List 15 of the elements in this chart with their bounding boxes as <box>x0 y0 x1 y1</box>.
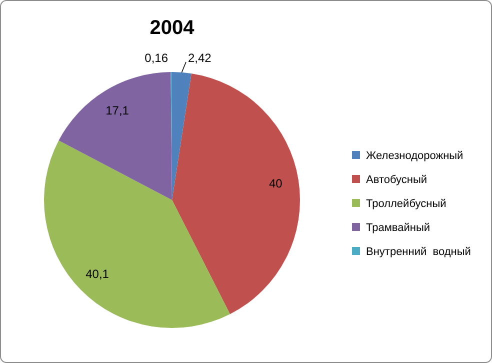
legend-label: Железнодорожный <box>366 150 464 162</box>
pie-slice <box>172 72 192 200</box>
legend-label: Трамвайный <box>366 222 430 234</box>
chart-title: 2004 <box>150 17 196 39</box>
pie-slice <box>58 72 172 200</box>
data-label: 17,1 <box>106 104 130 118</box>
legend-label: Внутренний водный <box>366 246 471 258</box>
legend-label: Автобусный <box>366 174 428 186</box>
data-label: 40,1 <box>86 266 110 281</box>
data-label: 40 <box>268 176 283 191</box>
data-label: 0,16 <box>144 51 168 66</box>
pie-slice <box>172 73 300 314</box>
pie-slice <box>44 140 230 328</box>
legend-label: Троллейбусный <box>366 198 446 210</box>
data-label: 2,42 <box>188 51 212 66</box>
